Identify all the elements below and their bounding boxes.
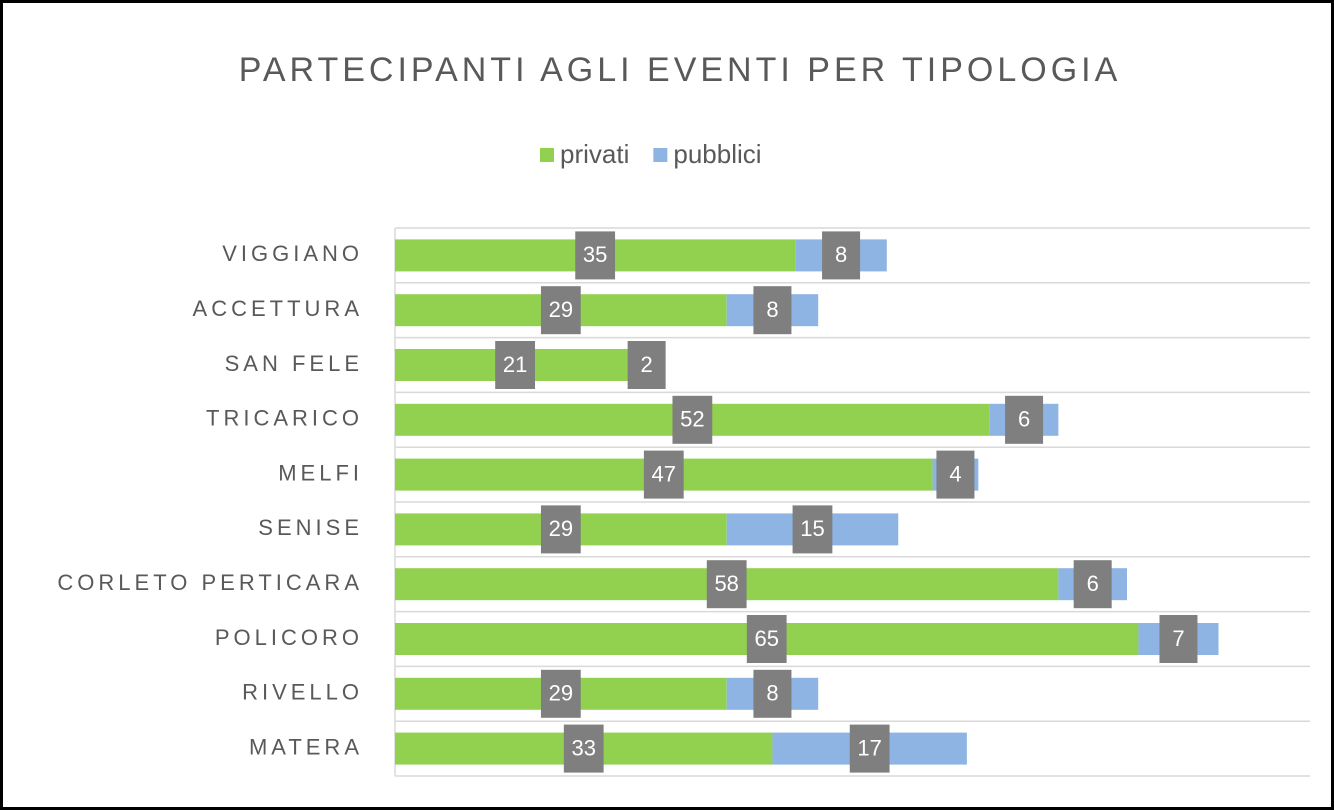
data-label-box [540,286,581,335]
data-label: 4 [949,461,961,486]
data-label: 17 [857,735,881,760]
data-label-box [792,505,833,554]
data-label-box [1159,615,1198,663]
data-label-box [563,724,604,773]
data-label: 8 [835,242,847,267]
data-label: 29 [549,516,573,541]
y-tick-label: CORLETO PERTICARA [57,570,363,595]
data-label-box [672,395,713,444]
data-label-box [1073,560,1112,609]
y-tick-label: MELFI [278,460,363,485]
data-label: 52 [680,407,704,432]
data-label: 8 [766,681,778,706]
data-label: 58 [714,571,738,596]
y-tick-label: SAN FELE [225,351,363,376]
data-label: 29 [549,297,573,322]
data-label-box [1005,395,1044,444]
legend-label: pubblici [673,139,761,169]
data-label: 21 [503,352,527,377]
y-tick-label: ACCETTURA [193,296,363,321]
data-label-box [849,724,890,773]
data-label-box [936,450,975,499]
data-label-box [540,669,581,718]
data-label: 8 [766,297,778,322]
y-tick-label: RIVELLO [242,680,363,705]
data-label-box [575,231,616,280]
y-tick-label: VIGGIANO [222,241,363,266]
data-label: 15 [800,516,824,541]
data-label: 65 [754,626,778,651]
data-label-box [822,231,861,280]
data-label: 6 [1087,571,1099,596]
data-label-box [627,341,666,389]
data-label: 35 [583,242,607,267]
data-label: 33 [571,735,595,760]
data-label-box [643,450,684,499]
data-label: 6 [1018,407,1030,432]
data-label-box [540,505,581,554]
y-tick-label: TRICARICO [206,406,363,431]
data-label-box [706,560,747,609]
y-tick-label: SENISE [258,515,363,540]
data-label-box [753,286,792,335]
y-tick-label: POLICORO [215,625,363,650]
data-label: 7 [1172,626,1184,651]
data-label: 47 [652,461,676,486]
chart-title: PARTECIPANTI AGLI EVENTI PER TIPOLOGIA [239,51,1122,89]
legend-swatch [540,148,554,162]
data-label-box [753,669,792,718]
data-label-box [495,341,535,389]
legend-swatch [653,148,668,162]
data-label: 2 [641,352,653,377]
legend-label: privati [560,139,629,169]
y-tick-label: MATERA [249,734,363,759]
data-label: 29 [549,681,573,706]
data-label-box [746,615,787,663]
